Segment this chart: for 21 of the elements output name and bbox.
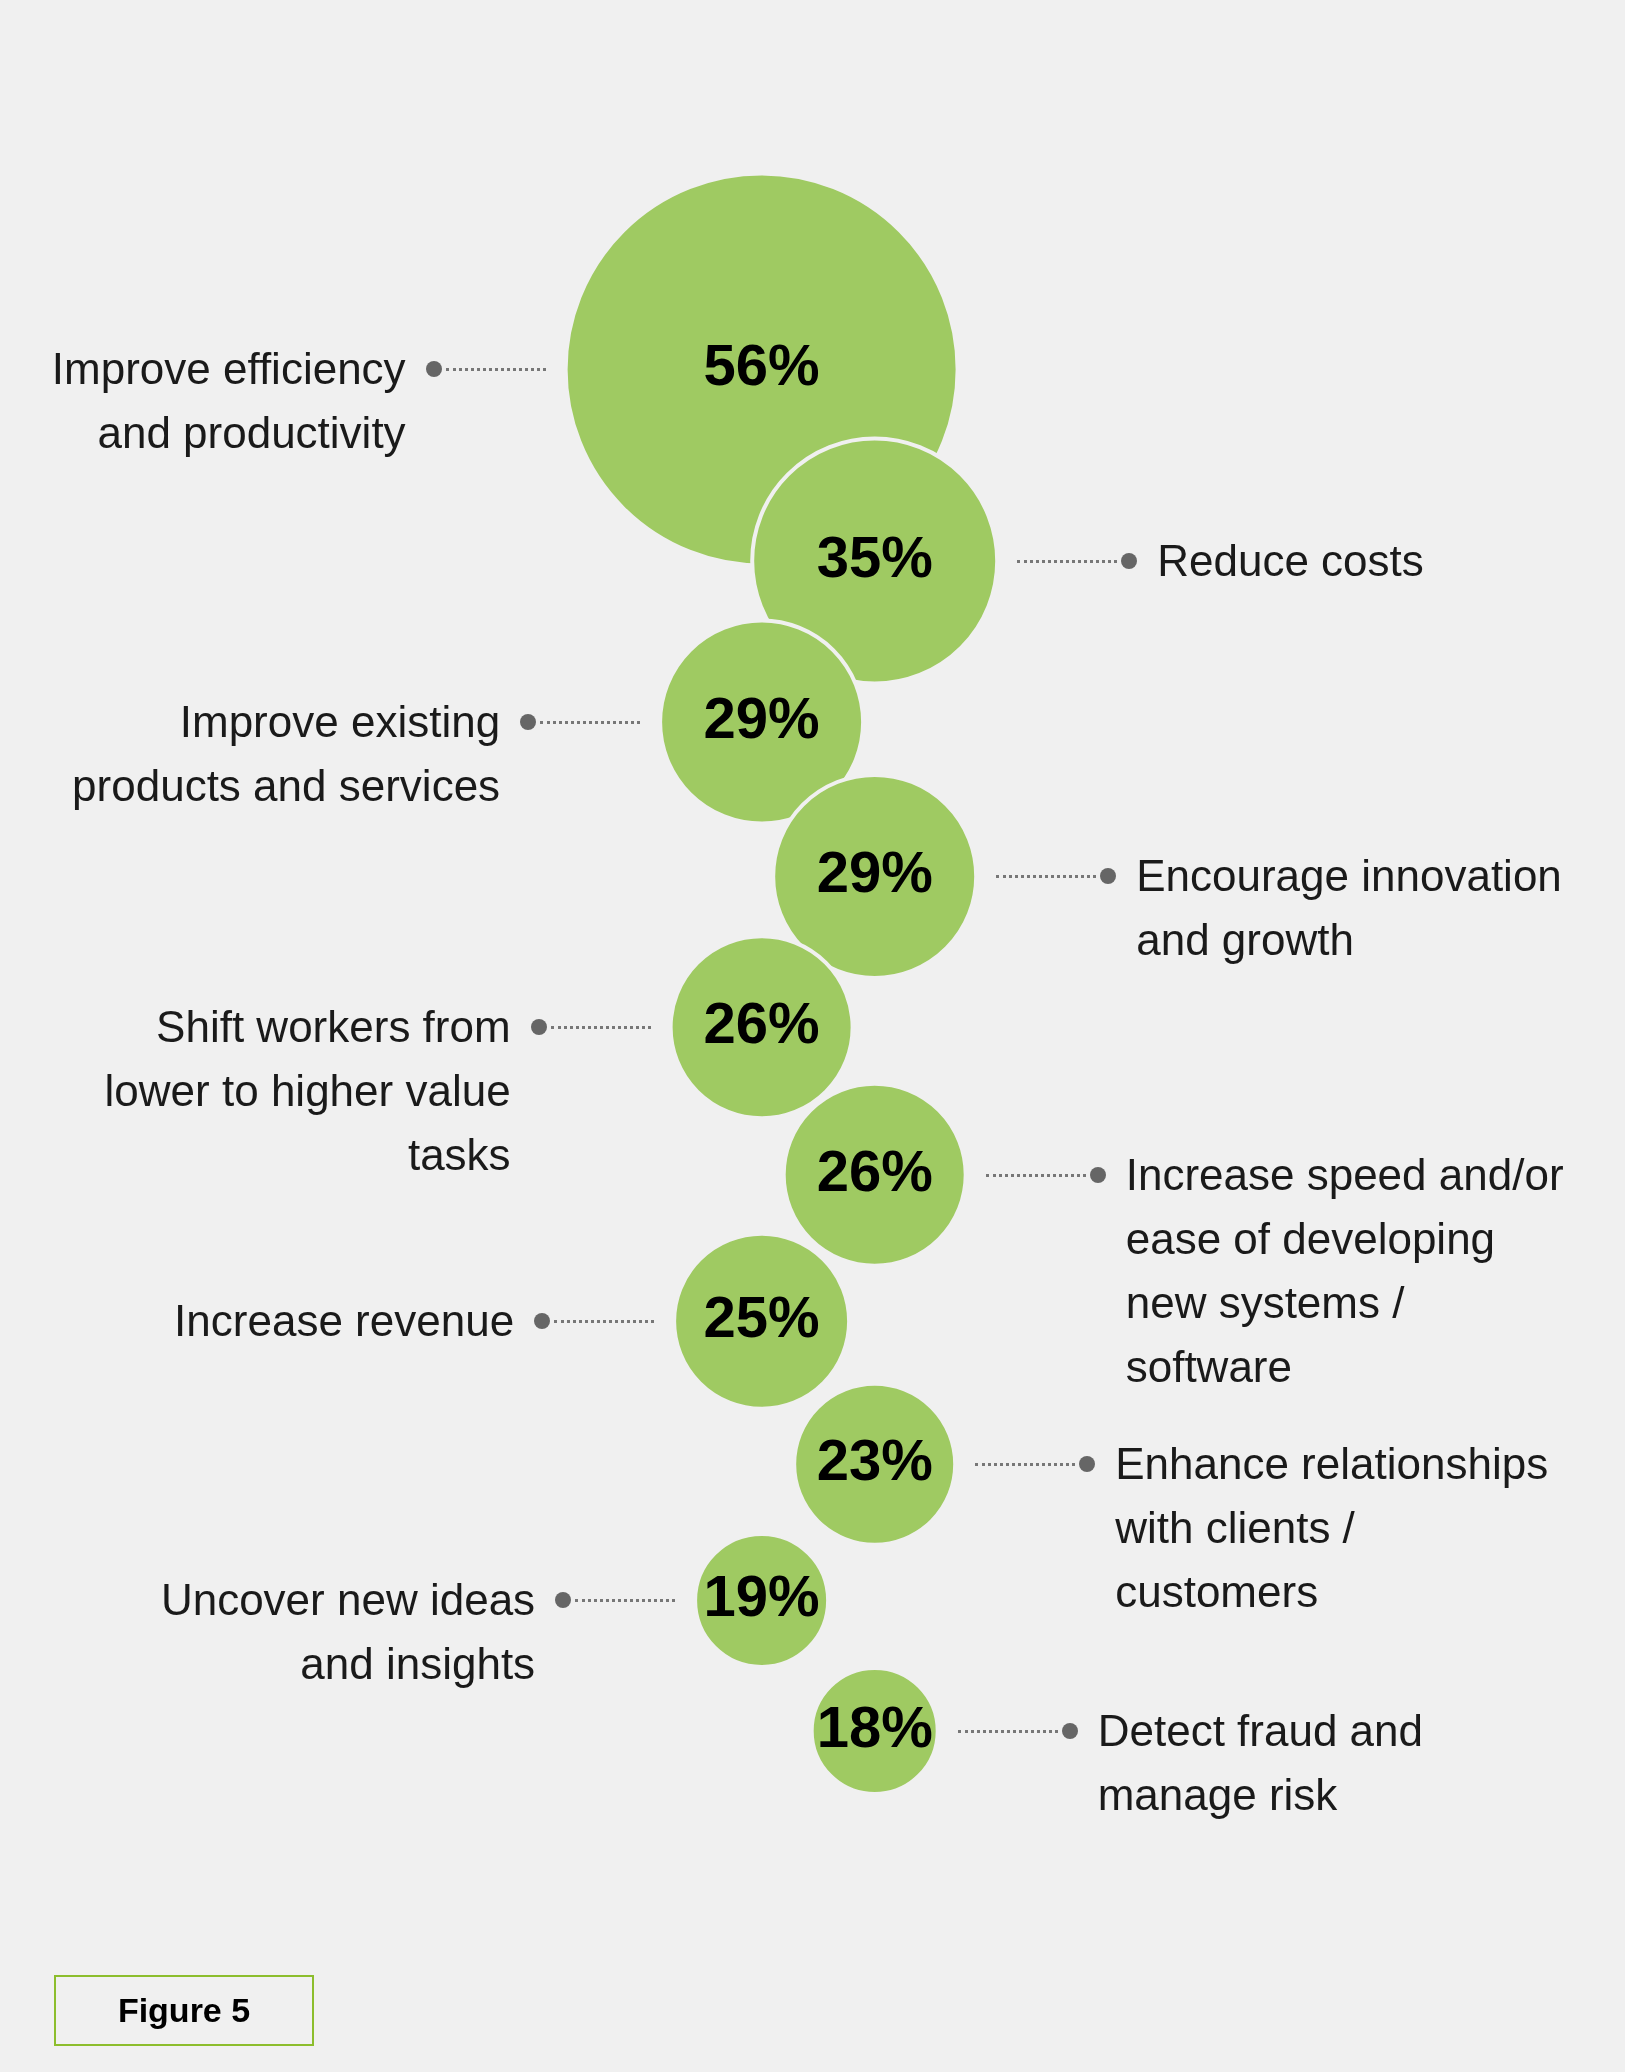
category-label: Detect fraud and manage risk: [1097, 1704, 1424, 1821]
data-label: 18%: [816, 1693, 933, 1759]
category-label: Improve efficiency and productivity: [50, 343, 406, 460]
category-label: Reduce costs: [1157, 535, 1425, 587]
category-label: Uncover new ideas and insights: [159, 1574, 536, 1691]
data-label: 29%: [703, 685, 820, 751]
data-label: 25%: [703, 1284, 820, 1350]
category-label: Shift workers from lower to higher value tasks: [103, 1001, 511, 1182]
data-label: 35%: [816, 524, 933, 590]
category-label: Increase speed and/or ease of developing new systems / software: [1125, 1148, 1565, 1393]
data-label: 29%: [816, 839, 933, 905]
caption: Figure 5: [54, 1975, 314, 2046]
category-label: Enhance relationships with clients / customers: [1115, 1438, 1550, 1619]
category-label: Improve existing products and services: [71, 696, 501, 813]
data-label: 26%: [816, 1137, 933, 1203]
category-label: Increase revenue: [173, 1295, 515, 1348]
data-label: 56%: [703, 332, 820, 398]
data-label: 26%: [703, 990, 820, 1056]
category-label: Encourage innovation and growth: [1136, 850, 1563, 967]
data-label: 19%: [703, 1563, 820, 1629]
data-label: 23%: [816, 1427, 933, 1493]
